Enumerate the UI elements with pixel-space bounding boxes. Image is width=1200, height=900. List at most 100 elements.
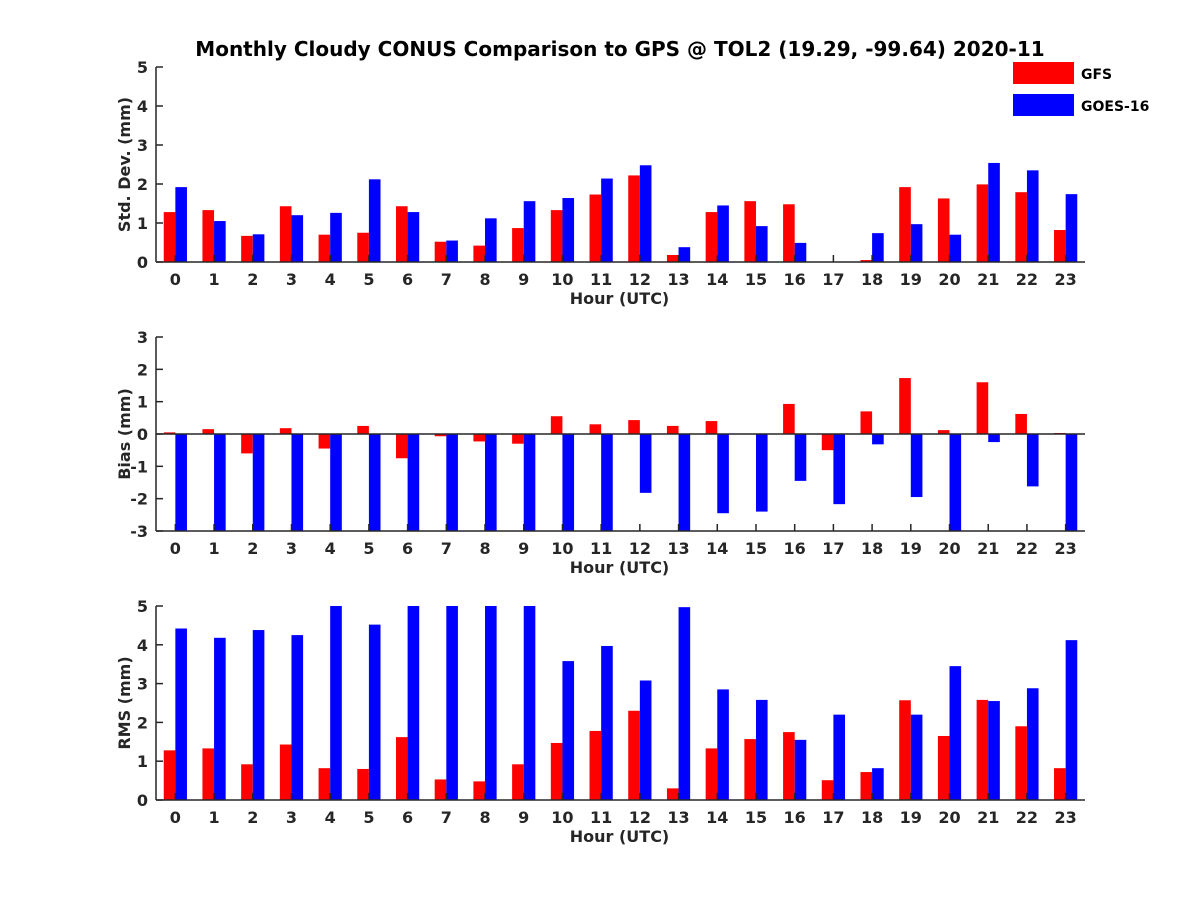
- goes16-bar-hour-18: [872, 233, 884, 262]
- goes16-bar-hour-1: [214, 221, 226, 262]
- goes16-bar-hour-15: [755, 434, 768, 512]
- legend-label-goes16: GOES-16: [1081, 99, 1149, 115]
- x-axis-label: Hour (UTC): [570, 289, 670, 308]
- x-tick-label: 18: [861, 808, 883, 827]
- goes16-bar-hour-11: [601, 434, 613, 531]
- gfs-bar-hour-23: [1054, 230, 1066, 262]
- x-tick-label: 6: [402, 270, 413, 289]
- goes16-bar-hour-8: [485, 218, 497, 262]
- y-tick-label: 3: [137, 136, 148, 155]
- goes16-bar-hour-4: [330, 212, 342, 262]
- gfs-bar-hour-20: [937, 198, 950, 262]
- gfs-bar-hour-20: [937, 430, 950, 434]
- y-tick-label: 4: [137, 97, 148, 116]
- gfs-bar-hour-9: [512, 434, 524, 444]
- x-tick-label: 19: [900, 270, 922, 289]
- x-tick-label: 19: [900, 808, 922, 827]
- y-tick-label: -2: [130, 490, 148, 509]
- goes16-bar-hour-21: [988, 434, 1000, 443]
- goes16-bar-hour-20: [949, 666, 962, 800]
- gfs-bar-hour-13: [666, 425, 679, 434]
- goes16-bar-hour-20: [949, 434, 962, 531]
- x-tick-label: 14: [706, 270, 728, 289]
- x-tick-label: 7: [441, 539, 452, 558]
- goes16-bar-hour-2: [252, 234, 265, 262]
- x-tick-label: 14: [706, 808, 728, 827]
- goes16-bar-hour-16: [794, 434, 807, 481]
- gfs-bar-hour-21: [976, 699, 989, 800]
- gfs-bar-hour-14: [705, 748, 718, 800]
- x-tick-label: 21: [977, 539, 999, 558]
- x-tick-label: 1: [208, 270, 219, 289]
- y-tick-label: 1: [137, 752, 148, 771]
- gfs-bar-hour-7: [434, 434, 447, 437]
- gfs-bar-hour-7: [434, 241, 447, 262]
- gfs-bar-hour-8: [473, 781, 486, 800]
- x-tick-label: 0: [170, 270, 181, 289]
- gfs-bar-hour-0: [163, 432, 176, 434]
- x-tick-label: 6: [402, 539, 413, 558]
- goes16-bar-hour-9: [523, 434, 536, 531]
- goes16-bar-hour-21: [988, 701, 1000, 800]
- goes16-bar-hour-2: [252, 630, 265, 800]
- x-tick-label: 11: [590, 808, 612, 827]
- goes16-bar-hour-12: [639, 165, 652, 262]
- goes16-bar-hour-7: [446, 434, 458, 531]
- goes16-bar-hour-19: [910, 714, 923, 800]
- goes16-bar-hour-13: [678, 247, 691, 262]
- gfs-bar-hour-20: [937, 735, 950, 800]
- legend-label-gfs: GFS: [1081, 67, 1112, 83]
- gfs-bar-hour-12: [628, 420, 640, 434]
- x-tick-label: 12: [629, 270, 651, 289]
- y-tick-label: -1: [130, 457, 148, 476]
- x-tick-label: 17: [822, 539, 844, 558]
- x-tick-label: 5: [363, 808, 374, 827]
- gfs-bar-hour-5: [357, 232, 369, 262]
- gfs-bar-hour-2: [241, 764, 253, 800]
- x-tick-label: 20: [938, 270, 960, 289]
- goes16-bar-hour-23: [1065, 640, 1078, 800]
- gfs-bar-hour-14: [705, 212, 718, 262]
- goes16-bar-hour-17: [833, 434, 846, 505]
- y-axis-label: Bias (mm): [115, 388, 134, 480]
- x-tick-label: 14: [706, 539, 728, 558]
- goes16-bar-hour-15: [755, 226, 768, 262]
- x-tick-label: 18: [861, 539, 883, 558]
- goes16-bar-hour-22: [1026, 170, 1039, 262]
- legend-swatch-gfs: [1013, 62, 1074, 84]
- gfs-bar-hour-6: [395, 434, 408, 459]
- x-axis-label: Hour (UTC): [570, 827, 670, 846]
- gfs-bar-hour-19: [899, 378, 911, 434]
- goes16-bar-hour-1: [214, 434, 226, 531]
- gfs-bar-hour-22: [1015, 192, 1027, 262]
- y-tick-label: -3: [130, 522, 148, 541]
- x-tick-label: 18: [861, 270, 883, 289]
- gfs-bar-hour-15: [744, 739, 756, 800]
- goes16-bar-hour-0: [175, 434, 187, 531]
- goes16-bar-hour-17: [833, 714, 846, 800]
- y-tick-label: 2: [137, 175, 148, 194]
- gfs-bar-hour-3: [279, 206, 292, 262]
- y-tick-label: 3: [137, 328, 148, 347]
- gfs-bar-hour-4: [318, 434, 331, 449]
- gfs-bar-hour-1: [202, 429, 215, 434]
- gfs-bar-hour-17: [821, 434, 834, 451]
- x-tick-label: 22: [1016, 539, 1038, 558]
- goes16-bar-hour-0: [175, 628, 187, 800]
- x-tick-label: 16: [784, 539, 806, 558]
- goes16-bar-hour-12: [639, 434, 652, 493]
- x-tick-label: 12: [629, 539, 651, 558]
- goes16-bar-hour-20: [949, 234, 962, 262]
- goes16-bar-hour-13: [678, 434, 691, 531]
- goes16-bar-hour-11: [601, 645, 613, 800]
- goes16-bar-hour-10: [562, 661, 575, 800]
- gfs-bar-hour-6: [395, 206, 408, 262]
- y-tick-label: 4: [137, 636, 148, 655]
- gfs-bar-hour-8: [473, 245, 486, 262]
- gfs-bar-hour-10: [550, 210, 563, 262]
- gfs-bar-hour-7: [434, 779, 447, 800]
- goes16-bar-hour-12: [639, 680, 652, 800]
